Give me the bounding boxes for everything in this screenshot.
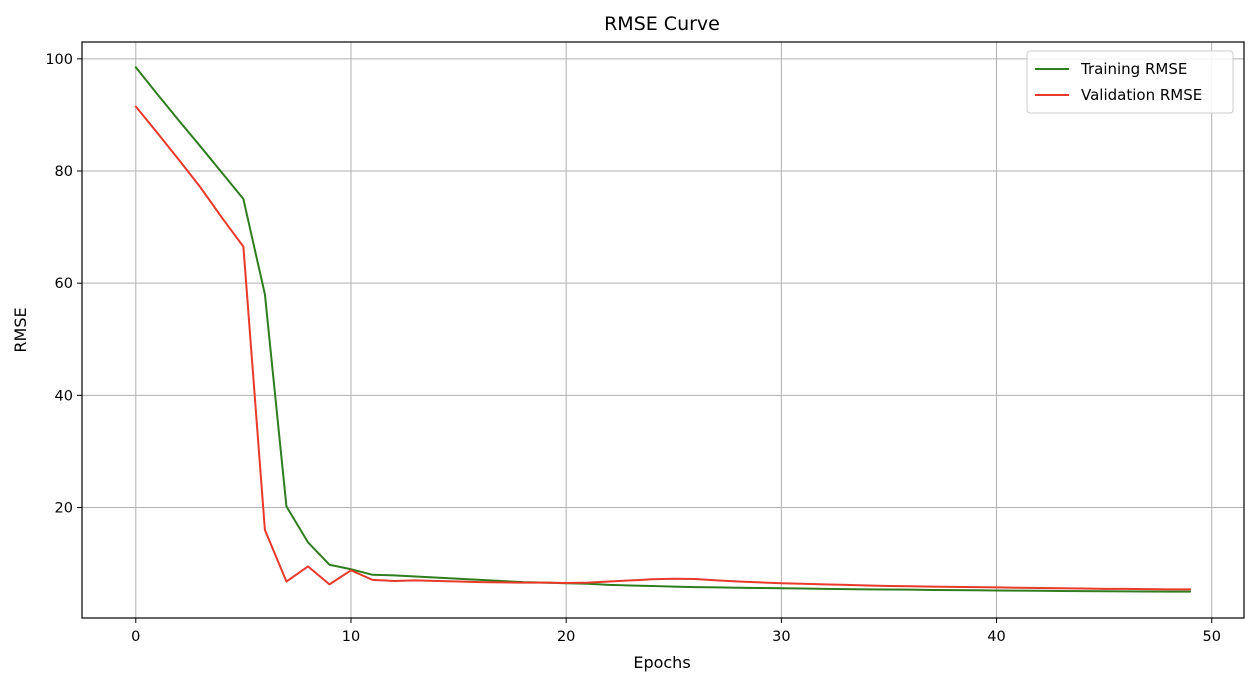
y-tick-label: 40 (55, 388, 73, 404)
axis-ticks: 0 10 20 30 40 50 20 40 60 80 100 (45, 52, 1221, 645)
plot-frame (81, 41, 1245, 619)
y-tick-label: 60 (55, 276, 73, 292)
x-tick-label: 50 (1202, 629, 1220, 645)
x-tick-label: 30 (772, 629, 790, 645)
chart-title: RMSE Curve (604, 13, 720, 35)
legend-label-training: Training RMSE (1080, 60, 1187, 78)
x-axis-label: Epochs (633, 653, 690, 672)
y-tick-label: 100 (45, 52, 73, 68)
legend: Training RMSE Validation RMSE (1026, 50, 1234, 114)
series-line-validation (134, 105, 1192, 591)
legend-label-validation: Validation RMSE (1081, 86, 1202, 104)
series-line-training (134, 66, 1192, 593)
x-tick-label: 20 (557, 629, 575, 645)
x-tick-label: 40 (987, 629, 1005, 645)
y-tick-label: 20 (55, 501, 73, 517)
y-tick-label: 80 (55, 164, 73, 180)
series-lines (134, 66, 1192, 593)
legend-box (1026, 50, 1234, 114)
x-tick-label: 10 (342, 629, 360, 645)
grid (82, 42, 1244, 618)
y-axis-label: RMSE (11, 307, 30, 352)
x-tick-label: 0 (131, 629, 140, 645)
